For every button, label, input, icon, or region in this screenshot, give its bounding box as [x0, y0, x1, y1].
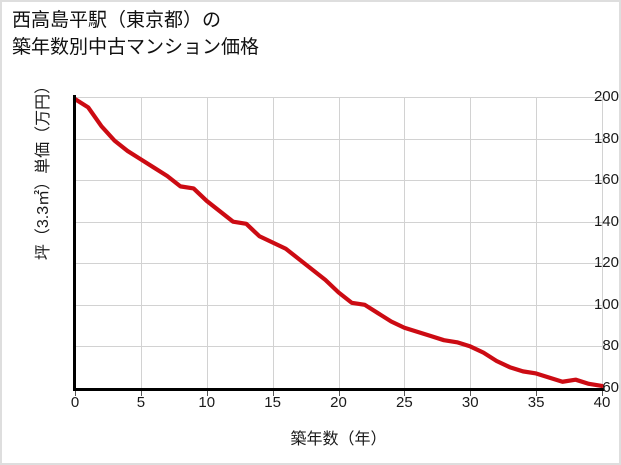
gridline-x-30 — [470, 97, 472, 388]
x-tick-label-30: 30 — [461, 394, 479, 411]
x-tick-mark-15 — [272, 391, 274, 396]
x-axis-spine — [73, 388, 604, 391]
gridline-x-5 — [140, 97, 142, 388]
gridline-x-10 — [206, 97, 208, 388]
y-tick-label-160: 160 — [593, 171, 619, 189]
x-tick-label-5: 5 — [136, 394, 146, 411]
y-axis-spine — [73, 95, 76, 390]
x-tick-mark-0 — [75, 391, 76, 396]
x-tick-mark-10 — [206, 391, 208, 396]
y-axis-label: 坪（3.3㎡）単価（万円） — [35, 77, 52, 261]
x-tick-mark-30 — [470, 391, 472, 396]
x-tick-mark-20 — [338, 391, 340, 396]
series-polyline-坪単価 — [72, 96, 605, 389]
y-tick-label-100: 100 — [593, 295, 619, 313]
x-tick-mark-40 — [602, 391, 603, 396]
y-tick-label-120: 120 — [593, 254, 619, 272]
y-tick-label-200: 200 — [593, 88, 619, 105]
x-tick-label-40: 40 — [593, 394, 611, 411]
x-tick-mark-25 — [404, 391, 406, 396]
x-tick-label-35: 35 — [527, 394, 545, 411]
x-tick-label-25: 25 — [396, 394, 413, 411]
series-line-chart — [72, 96, 605, 389]
gridline-x-35 — [536, 97, 538, 388]
gridline-x-20 — [338, 97, 340, 388]
y-tick-label-180: 180 — [593, 129, 619, 147]
y-tick-label-140: 140 — [593, 212, 619, 230]
chart-title: 西高島平駅（東京都）の 築年数別中古マンション価格 — [12, 10, 260, 58]
x-axis-label: 築年数（年） — [290, 431, 387, 448]
x-tick-label-10: 10 — [198, 394, 216, 411]
gridline-x-40 — [602, 97, 603, 388]
x-tick-mark-35 — [536, 391, 538, 396]
x-tick-label-15: 15 — [264, 394, 281, 411]
plot-area — [72, 96, 605, 389]
x-tick-label-20: 20 — [330, 394, 347, 411]
gridline-x-25 — [404, 97, 406, 388]
x-tick-mark-5 — [140, 391, 142, 396]
y-tick-label-80: 80 — [602, 337, 619, 355]
x-tick-label-0: 0 — [70, 394, 80, 411]
y-tick-label-60: 60 — [602, 379, 619, 396]
